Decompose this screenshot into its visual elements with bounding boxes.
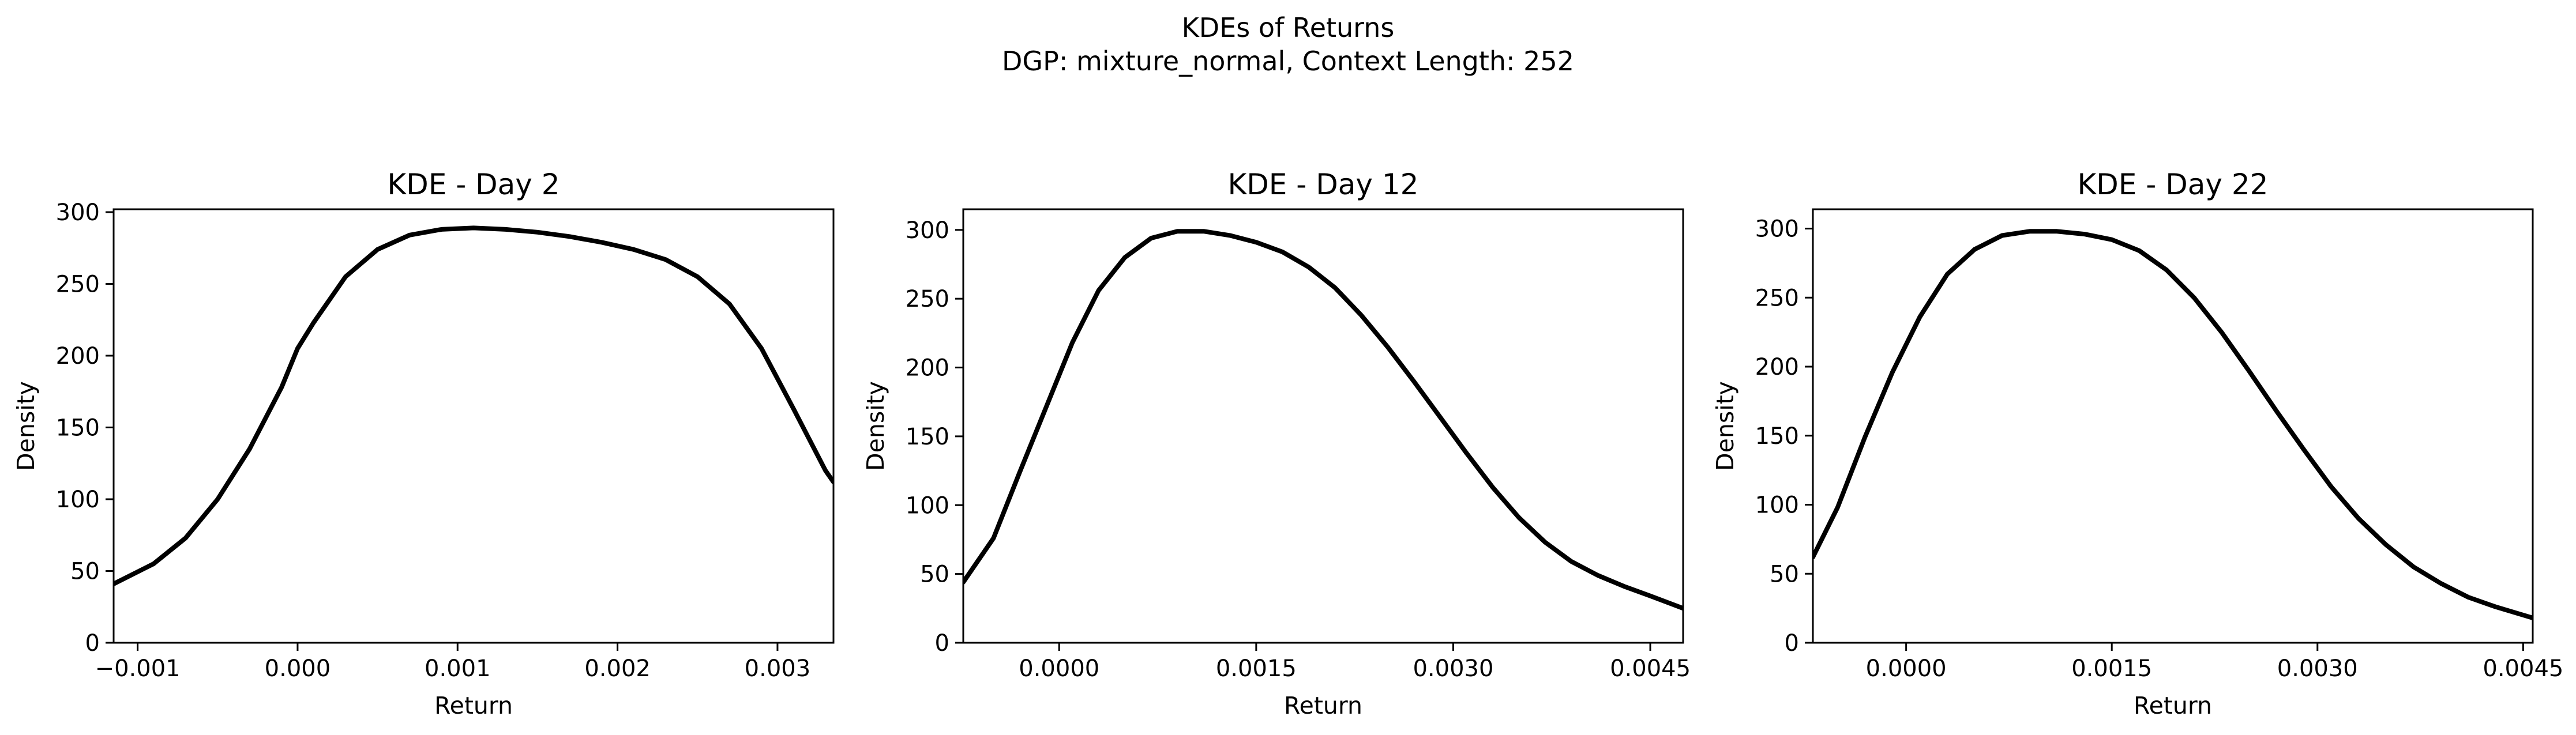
chart-3-x-axis-label: Return (2134, 692, 2212, 719)
chart-2: 0.0000 0.0015 0.0030 0.0045 0 50 100 150 200 250 3… (862, 168, 1691, 719)
chart-1-y-tick-label: 250 (56, 271, 100, 297)
chart-1-series-1-line (114, 225, 833, 586)
chart-2-y-tick-label: 0 (935, 630, 949, 657)
chart-2-x-tick-label: 0.0015 (1216, 655, 1297, 682)
chart-2-y-tick-label: 100 (906, 492, 949, 519)
chart-2-y-tick-label: 50 (920, 561, 949, 588)
chart-3-x-tick-label: 0.0030 (2277, 655, 2358, 682)
chart-1-frame (112, 208, 835, 644)
chart-2-y-tick-label: 250 (906, 286, 949, 312)
chart-1-x-tick-label: −0.001 (95, 655, 181, 682)
chart-1-x-tick-label: 0.003 (745, 655, 811, 682)
chart-3-y-tick-label: 250 (1755, 285, 1799, 311)
chart-3-x-tick-label: 0.0045 (2483, 655, 2563, 682)
chart-2-series-1-line (963, 229, 1683, 611)
chart-2-frame (962, 208, 1684, 644)
chart-3-title: KDE - Day 22 (2078, 168, 2269, 201)
chart-2-x-axis-label: Return (1284, 692, 1362, 719)
chart-3-y-tick-label: 50 (1770, 561, 1799, 587)
chart-1-y-tick-label: 200 (56, 343, 100, 370)
chart-3-x-tick-label: 0.0000 (1866, 655, 1947, 682)
chart-2-title: KDE - Day 12 (1228, 168, 1419, 201)
figure-subtitle: DGP: mixture_normal, Context Length: 252 (1002, 46, 1574, 77)
chart-3-frame (1812, 208, 2534, 644)
chart-1-y-axis-label: Density (12, 381, 40, 471)
chart-1-title: KDE - Day 2 (387, 168, 559, 201)
chart-1-y-tick-label: 150 (56, 414, 100, 441)
chart-3-series-1-line (1813, 229, 2533, 620)
chart-1-y-tick-label: 0 (85, 630, 100, 657)
chart-1: −0.001 0.000 0.001 0.002 0.003 0 50 100 150 200 25… (12, 168, 835, 719)
chart-3-y-axis-label: Density (1711, 381, 1739, 471)
chart-3: 0.0000 0.0015 0.0030 0.0045 0 50 100 150 200 250 3… (1711, 168, 2563, 719)
chart-3-y-tick-label: 200 (1755, 354, 1799, 380)
chart-3-y-tick-label: 0 (1785, 630, 1799, 657)
chart-1-x-axis-label: Return (434, 692, 513, 719)
chart-3-y-tick-label: 150 (1755, 423, 1799, 450)
chart-1-y-tick-label: 300 (56, 199, 100, 226)
chart-2-y-axis-label: Density (862, 381, 889, 471)
chart-1-x-tick-label: 0.001 (425, 655, 491, 682)
chart-1-x-tick-label: 0.002 (584, 655, 651, 682)
chart-2-y-tick-label: 200 (906, 355, 949, 382)
axes-layer: −0.001 0.000 0.001 0.002 0.00305010015020025… (12, 168, 2563, 719)
chart-1-y-tick-label: 50 (70, 558, 100, 585)
chart-3-x-tick-label: 0.0015 (2071, 655, 2152, 682)
figure-title: KDEs of Returns (1182, 12, 1395, 43)
chart-2-x-tick-label: 0.0030 (1413, 655, 1493, 682)
chart-2-y-tick-label: 300 (906, 217, 949, 244)
chart-3-y-tick-label: 300 (1755, 216, 1799, 243)
chart-2-x-tick-label: 0.0000 (1019, 655, 1099, 682)
chart-1-x-tick-label: 0.000 (265, 655, 331, 682)
chart-1-y-tick-label: 100 (56, 487, 100, 513)
chart-2-y-tick-label: 150 (906, 424, 949, 450)
chart-2-x-tick-label: 0.0045 (1610, 655, 1691, 682)
chart-3-y-tick-label: 100 (1755, 492, 1799, 519)
